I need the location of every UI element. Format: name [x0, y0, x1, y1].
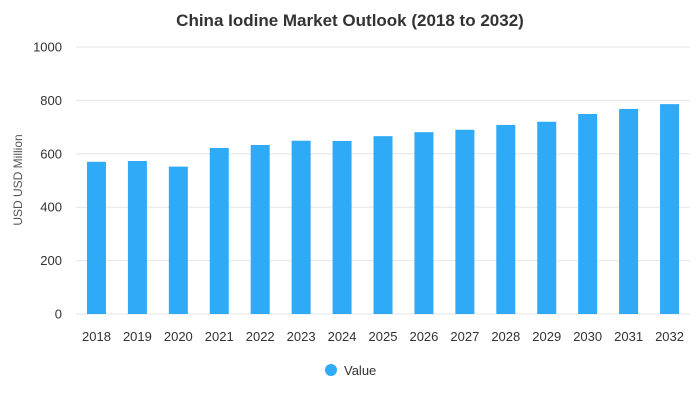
y-tick-label: 400	[40, 200, 62, 215]
bar-2021[interactable]	[209, 147, 229, 314]
x-tick-label-2025: 2025	[369, 329, 398, 344]
x-tick-label-2026: 2026	[409, 329, 438, 344]
bar-2027[interactable]	[455, 129, 475, 314]
bars	[86, 104, 680, 315]
x-tick-label-2018: 2018	[82, 329, 111, 344]
bar-2026[interactable]	[414, 132, 434, 314]
x-tick-label-2029: 2029	[532, 329, 561, 344]
y-tick-labels: 0 200 400 600 800 1000	[33, 40, 62, 322]
y-tick-label: 800	[40, 93, 62, 108]
x-tick-label-2027: 2027	[450, 329, 479, 344]
y-axis-label: USD USD Million	[11, 134, 25, 225]
legend[interactable]: Value	[325, 363, 376, 378]
bar-2023[interactable]	[291, 140, 311, 314]
legend-label: Value	[344, 363, 376, 378]
y-tick-label: 200	[40, 253, 62, 268]
bar-2018[interactable]	[86, 161, 106, 314]
bar-2029[interactable]	[537, 121, 557, 314]
x-tick-label-2021: 2021	[205, 329, 234, 344]
bar-2019[interactable]	[127, 161, 147, 314]
x-tick-label-2028: 2028	[491, 329, 520, 344]
bar-2028[interactable]	[496, 124, 516, 315]
y-tick-label: 0	[55, 307, 62, 322]
x-tick-label-2030: 2030	[573, 329, 602, 344]
y-tick-label: 600	[40, 146, 62, 161]
chart-title: China Iodine Market Outlook (2018 to 203…	[176, 11, 524, 30]
bar-2031[interactable]	[619, 108, 639, 314]
x-tick-labels: 2018 2019 2020 2021 2022 2023 2024 2025 2026 2027…	[82, 329, 684, 344]
x-tick-label-2032: 2032	[655, 329, 684, 344]
x-tick-label-2020: 2020	[164, 329, 193, 344]
x-tick-label-2024: 2024	[328, 329, 357, 344]
bar-2025[interactable]	[373, 136, 393, 314]
bar-2020[interactable]	[168, 166, 188, 314]
legend-marker-icon	[325, 364, 337, 376]
bar-2030[interactable]	[578, 114, 598, 314]
x-tick-label-2019: 2019	[123, 329, 152, 344]
x-tick-label-2022: 2022	[246, 329, 275, 344]
y-tick-label: 1000	[33, 40, 62, 55]
bar-2032[interactable]	[660, 104, 680, 314]
x-tick-label-2023: 2023	[287, 329, 316, 344]
bar-2024[interactable]	[332, 140, 352, 314]
bar-2022[interactable]	[250, 144, 270, 314]
x-tick-label-2031: 2031	[614, 329, 643, 344]
